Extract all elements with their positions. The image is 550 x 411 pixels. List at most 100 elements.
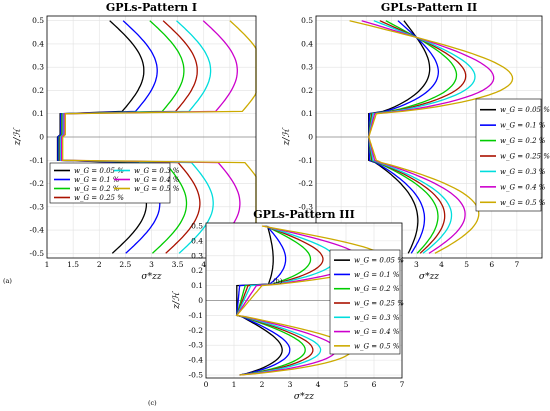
y-tick-label: 0.2 [32, 86, 44, 95]
legend-label: w_G = 0.1 % [74, 176, 120, 184]
x-axis-label: σ*zz [419, 272, 439, 282]
x-tick-label: 1 [232, 380, 237, 389]
legend-label: w_G = 0.2 % [354, 285, 400, 293]
y-tick-label: -0.5 [30, 249, 45, 258]
y-tick-label: -0.1 [189, 311, 203, 320]
y-tick-label: 0.2 [301, 86, 313, 95]
series-line [236, 225, 283, 376]
legend-label: w_G = 0.5 % [354, 342, 400, 350]
x-axis-label: σ*zz [141, 272, 161, 282]
y-tick-label: 0.1 [191, 281, 203, 290]
x-tick-label: 6 [372, 380, 377, 389]
panel-tag-c: (c) [148, 399, 157, 407]
legend-label: w_G = 0.05 % [354, 257, 404, 265]
legend-label: w_G = 0.4 % [500, 183, 546, 191]
y-axis-label: z/ℋ [172, 290, 182, 310]
y-tick-label: 0.3 [301, 63, 313, 72]
axes-frame [46, 15, 257, 259]
y-tick-label: 0.4 [191, 236, 203, 245]
y-axis-label: z/ℋ [282, 127, 292, 147]
axes-frame [205, 222, 403, 379]
y-tick-label: 0.5 [191, 221, 203, 230]
y-axis-label: z/ℋ [13, 127, 23, 147]
x-tick-label: 5 [344, 380, 349, 389]
legend-label: w_G = 0.5 % [500, 199, 546, 207]
legend-label: w_G = 0.2 % [74, 185, 120, 193]
series-line [235, 225, 312, 376]
y-tick-label: -0.4 [30, 226, 45, 235]
y-tick-label: -0.5 [189, 371, 204, 380]
x-tick-label: 3.5 [172, 260, 184, 269]
y-tick-label: 0.3 [32, 63, 44, 72]
legend-box [475, 98, 542, 212]
y-tick-label: -0.3 [30, 202, 45, 211]
x-tick-label: 2 [97, 260, 102, 269]
y-tick-label: 0.5 [32, 16, 44, 25]
series-line [235, 225, 337, 376]
y-tick-label: 0 [308, 133, 313, 142]
axes-frame [315, 15, 543, 259]
legend-label: w_G = 0.3 % [134, 167, 180, 175]
legend-box [329, 249, 401, 355]
y-tick-label: -0.2 [189, 326, 204, 335]
x-tick-label: 6 [489, 260, 494, 269]
legend-label: w_G = 0.25 % [500, 153, 550, 161]
y-tick-label: -0.1 [30, 156, 44, 165]
y-tick-label: 0.2 [191, 266, 203, 275]
chart-title: GPLs-Pattern III [253, 208, 354, 221]
series-line [57, 20, 161, 254]
y-tick-label: 0.1 [301, 109, 313, 118]
panel-tag-b: (b) [273, 277, 283, 285]
x-tick-label: 4 [316, 380, 321, 389]
legend-label: w_G = 0.3 % [354, 314, 400, 322]
y-tick-label: -0.2 [30, 179, 45, 188]
y-tick-label: -0.3 [299, 202, 314, 211]
legend-label: w_G = 0.5 % [134, 185, 180, 193]
series-line [236, 225, 291, 376]
x-tick-label: 4 [201, 260, 206, 269]
legend: w_G = 0.05 % w_G = 0.1 % w_G = 0.2 % w_G = … [329, 249, 404, 355]
x-tick-label: 2 [260, 380, 265, 389]
y-tick-label: -0.2 [299, 179, 314, 188]
series-line [235, 225, 324, 376]
x-tick-label: 1.5 [67, 260, 79, 269]
y-tick-label: 0.5 [301, 16, 313, 25]
legend: w_G = 0.05 % w_G = 0.1 % w_G = 0.2 % w_G = … [475, 98, 550, 212]
series-line [349, 20, 514, 254]
y-tick-label: 0.3 [191, 251, 203, 260]
y-tick-label: -0.4 [189, 356, 204, 365]
legend-label: w_G = 0.2 % [500, 137, 546, 145]
series-line [59, 20, 214, 254]
x-tick-label: 7 [400, 380, 405, 389]
y-tick-label: 0 [198, 296, 203, 305]
panel-pattern-3: 0 1 2 3 4 5 6 7 -0.5 -0.4 -0.3 -0.2 -0.1 0 0.1 0.2 0.3 0.… [172, 208, 405, 402]
y-tick-label: 0 [39, 133, 44, 142]
x-tick-label: 4 [439, 260, 444, 269]
x-tick-label: 3 [149, 260, 154, 269]
y-tick-label: -0.3 [189, 341, 204, 350]
chart-title: GPLs-Pattern II [381, 1, 477, 14]
x-tick-label: 1 [45, 260, 50, 269]
legend-label: w_G = 0.05 % [500, 106, 550, 114]
y-tick-label: 0.4 [301, 39, 313, 48]
x-tick-label: 3 [414, 260, 419, 269]
legend-label: w_G = 0.4 % [354, 328, 400, 336]
legend-label: w_G = 0.25 % [74, 194, 124, 202]
legend-label: w_G = 0.3 % [500, 168, 546, 176]
legend-label: w_G = 0.4 % [134, 176, 180, 184]
x-tick-label: 2.5 [119, 260, 131, 269]
chart-title: GPLs-Pattern I [106, 1, 197, 14]
panel-tag-a: (a) [3, 277, 12, 285]
y-tick-label: 0.4 [32, 39, 44, 48]
y-tick-label: -0.1 [299, 156, 313, 165]
x-axis-label: σ*zz [294, 392, 314, 402]
series-line [60, 20, 241, 254]
legend-label: w_G = 0.25 % [354, 300, 404, 308]
legend-label: w_G = 0.1 % [354, 271, 400, 279]
x-tick-label: 7 [514, 260, 519, 269]
panel-pattern-1: 11.522.533.544.55-0.5-0.4-0.3-0.2-0.100.… [13, 1, 259, 282]
legend-box [49, 162, 171, 204]
x-tick-label: 5 [464, 260, 469, 269]
x-tick-label: 3 [288, 380, 293, 389]
